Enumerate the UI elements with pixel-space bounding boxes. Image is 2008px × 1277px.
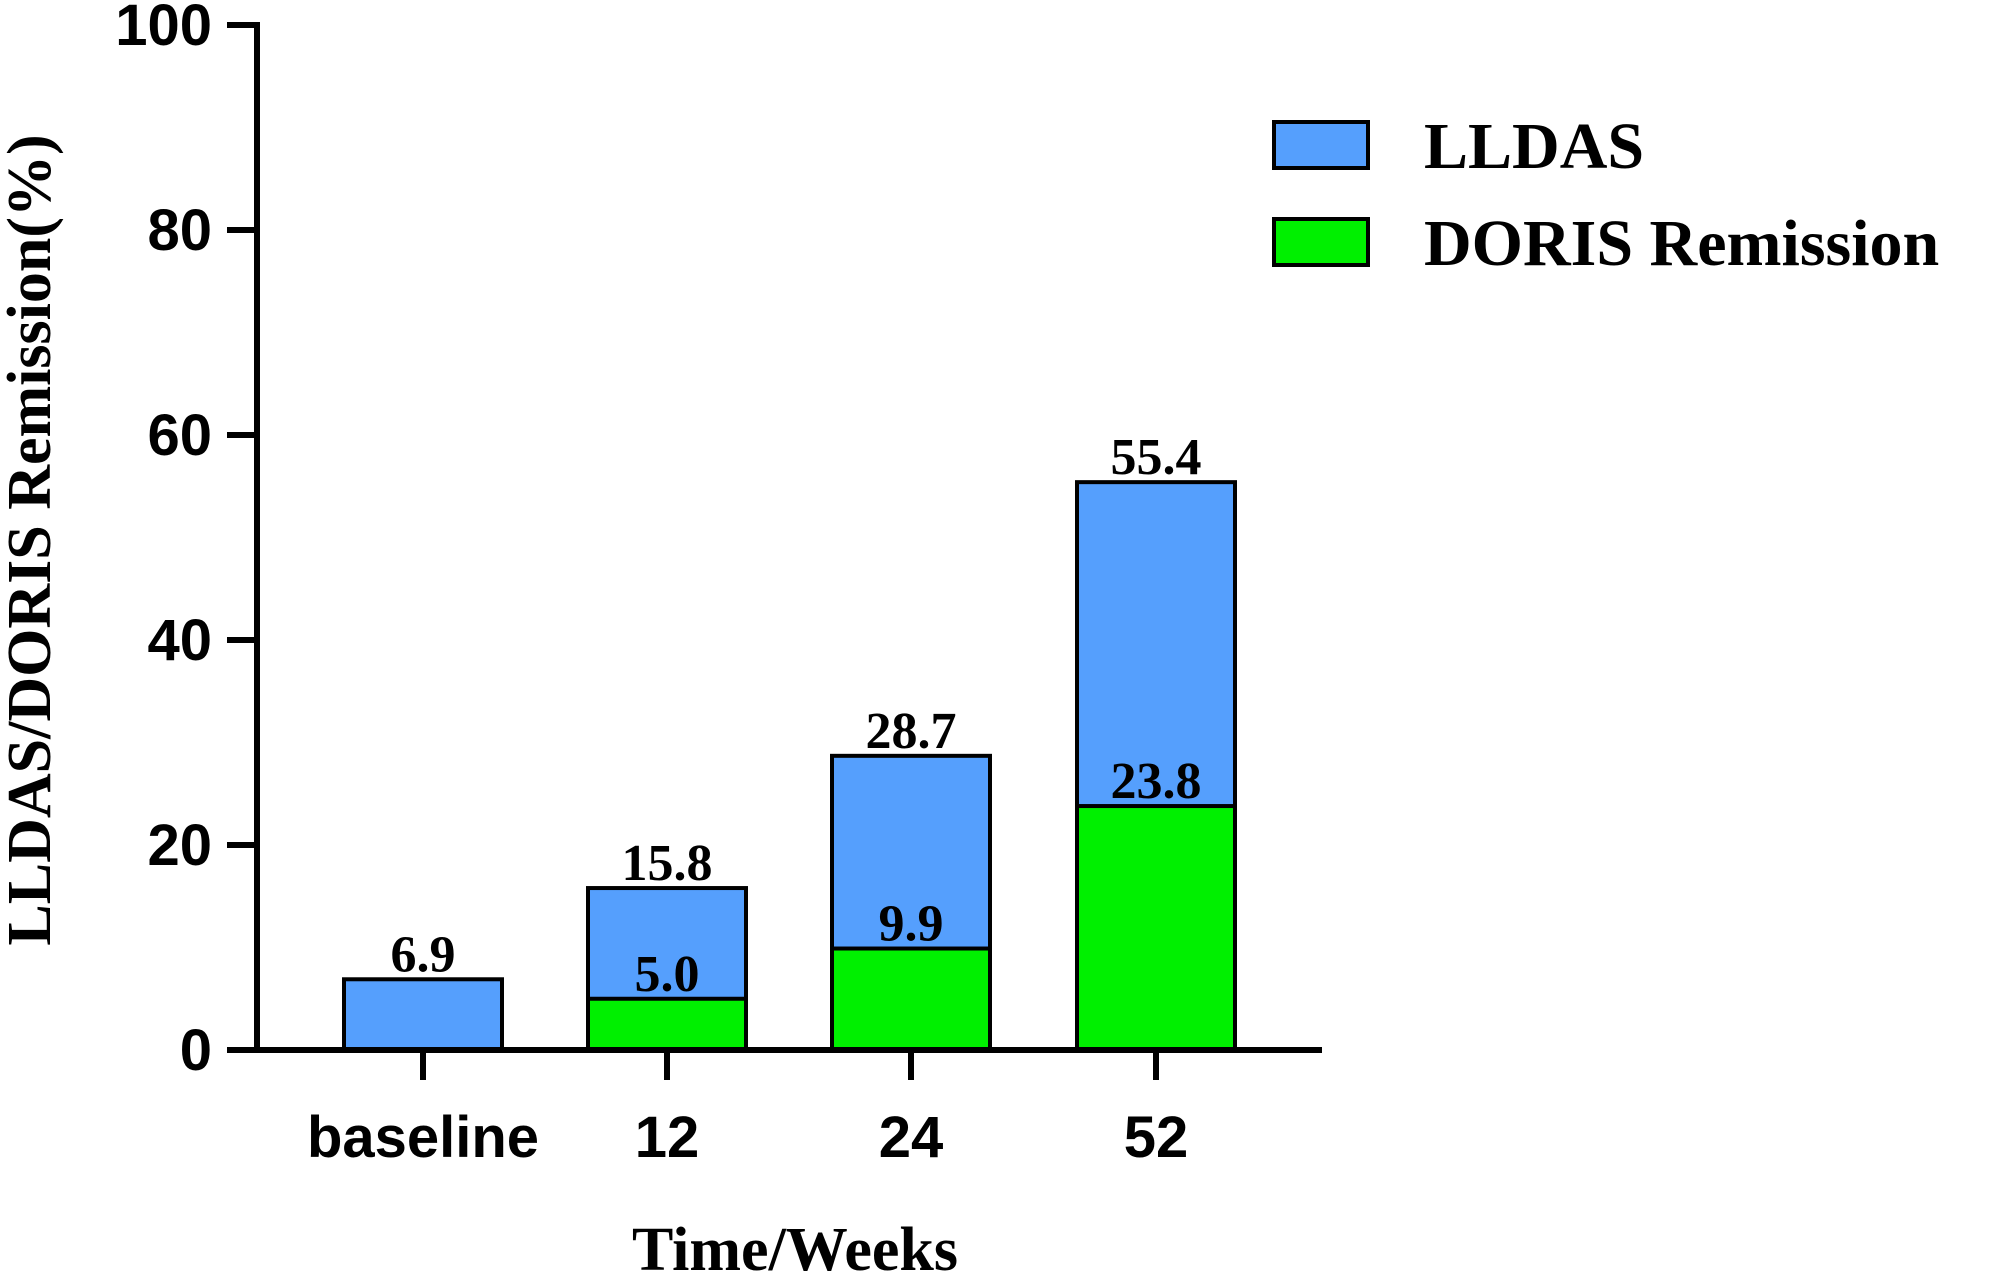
x-tick-label: 24 — [879, 1105, 944, 1170]
y-tick-label: 80 — [147, 198, 212, 263]
y-tick-label: 60 — [147, 403, 212, 468]
legend-swatch-doris-remission — [1272, 217, 1370, 267]
bar-doris-remission-12 — [586, 996, 748, 1052]
y-tick-label: 100 — [115, 0, 212, 58]
legend-swatch-lldas — [1272, 120, 1370, 170]
y-tick-label: 0 — [180, 1018, 212, 1083]
bar-labels: 6.9 15.8 28.7 55.4 5.0 9.9 23.8 — [391, 429, 1202, 1003]
x-tick-label: baseline — [307, 1105, 539, 1170]
bars — [342, 480, 1237, 1053]
x-axis-title: Time/Weeks — [632, 1216, 958, 1277]
data-label-doris-remission-24: 9.9 — [879, 896, 944, 953]
legend: LLDAS DORIS Remission — [1272, 110, 1939, 280]
x-tick-label: 12 — [635, 1105, 700, 1170]
data-label-lldas-baseline: 6.9 — [391, 926, 456, 983]
data-label-doris-remission-52: 23.8 — [1111, 753, 1202, 810]
legend-label-lldas: LLDAS — [1424, 110, 1644, 183]
data-label-lldas-12: 15.8 — [622, 835, 713, 892]
y-axis-title: LLDAS/DORIS Remission(%) — [0, 134, 64, 945]
bar-doris-remission-24 — [830, 946, 992, 1053]
x-axis: baseline 12 24 52 — [254, 1047, 1322, 1170]
data-label-lldas-52: 55.4 — [1111, 429, 1202, 486]
data-label-lldas-24: 28.7 — [866, 703, 957, 760]
data-label-doris-remission-12: 5.0 — [635, 946, 700, 1003]
bar-lldas-baseline — [342, 977, 504, 1053]
y-tick-label: 40 — [147, 608, 212, 673]
bar-doris-remission-52 — [1075, 804, 1237, 1052]
y-axis: 0 20 40 60 80 100 — [115, 0, 260, 1083]
x-tick-label: 52 — [1124, 1105, 1189, 1170]
y-tick-label: 20 — [147, 813, 212, 878]
legend-label-doris-remission: DORIS Remission — [1424, 207, 1939, 280]
